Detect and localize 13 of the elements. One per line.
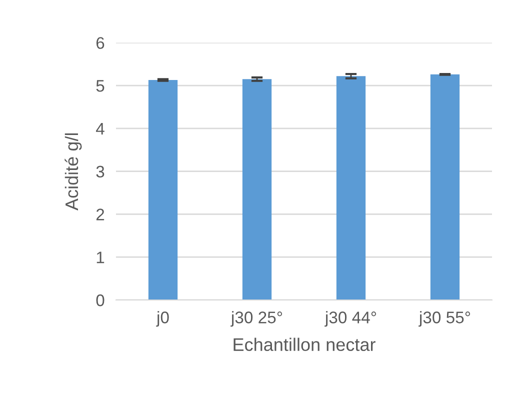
x-tick-label: j30 44° <box>324 311 376 327</box>
x-axis-title: Echantillon nectar <box>234 338 376 352</box>
y-tick-label: 0 <box>96 294 104 306</box>
x-tick-label: j30 55° <box>418 311 470 327</box>
y-tick-label: 2 <box>96 208 104 220</box>
y-tick-label: 5 <box>96 80 104 92</box>
y-tick-label: 6 <box>96 37 104 49</box>
x-tick-label: j30 25° <box>230 311 282 327</box>
y-tick-label: 3 <box>96 166 104 178</box>
y-tick-label: 1 <box>96 252 104 264</box>
y-tick-label: 4 <box>96 123 104 135</box>
y-axis-title: Acidité g/l <box>64 133 82 210</box>
x-tick-label: j0 <box>156 311 169 327</box>
